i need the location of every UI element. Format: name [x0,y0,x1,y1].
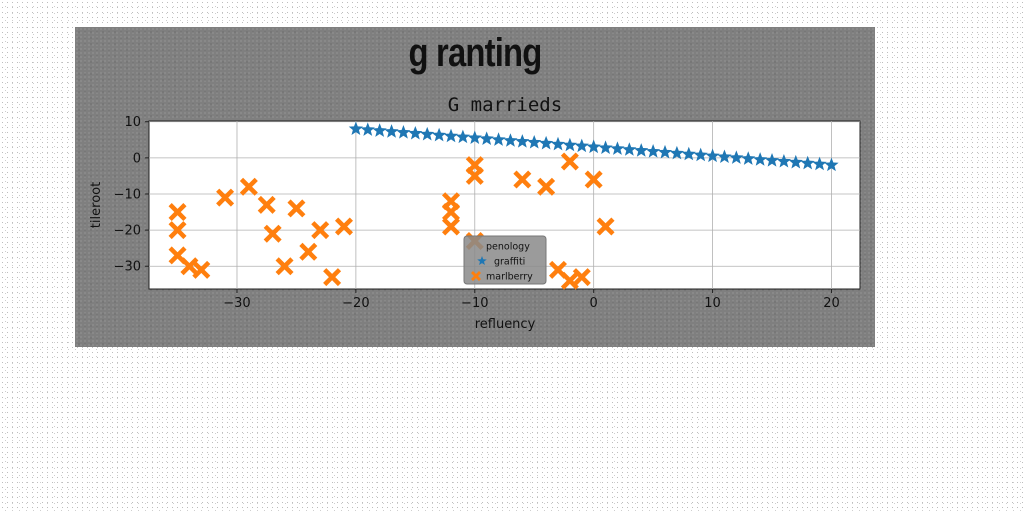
y-axis-label: tileroot [89,182,104,228]
data-point-marlberry [311,221,330,240]
data-point-graffiti [455,129,471,144]
data-point-graffiti [741,151,756,165]
scatter-chart: G marrieds −30 −20 −10 0 10 20 10 0 −10 −20 −30 re… [89,94,861,332]
data-point-graffiti [408,125,423,140]
data-point-graffiti [645,144,661,158]
data-point-marlberry [560,271,579,290]
x-tick-label: 20 [823,296,840,311]
data-point-graffiti [752,152,768,166]
axis-ticks: −30 −20 −10 0 10 20 10 0 −10 −20 −30 [114,115,840,311]
series-graffiti [348,121,839,172]
legend: penology graffiti marlberry [463,235,547,285]
data-point-graffiti [788,154,803,169]
legend-label: marlberry [486,272,533,283]
data-point-marlberry [537,177,556,196]
data-point-marlberry [596,217,615,236]
x-tick-label: 10 [704,296,721,311]
data-point-graffiti [515,134,530,148]
data-point-marlberry [442,217,460,236]
data-point-graffiti [717,149,732,164]
data-point-graffiti [634,143,649,157]
data-point-marlberry [465,166,484,185]
plot-title: G marrieds [448,94,562,116]
data-point-marlberry [299,242,318,261]
data-point-graffiti [800,155,815,170]
data-point-marlberry [584,170,603,189]
data-point-marlberry [168,203,187,222]
data-point-graffiti [776,153,792,168]
data-point-graffiti [467,130,482,145]
figure-suptitle: g ranting [408,31,543,75]
data-point-graffiti [348,121,364,136]
data-point-marlberry [323,268,342,287]
data-point-marlberry [287,199,306,218]
data-point-graffiti [610,141,625,155]
data-point-graffiti [372,123,387,137]
data-point-graffiti [431,127,447,142]
data-point-marlberry [180,257,199,276]
x-axis-label: refluency [475,317,536,332]
data-point-graffiti [622,142,637,156]
data-point-graffiti [681,146,696,161]
data-point-marlberry [513,170,532,189]
data-point-marlberry [572,268,591,287]
data-point-graffiti [384,124,399,138]
data-point-graffiti [360,122,375,136]
y-tick-label: 0 [133,151,141,166]
data-point-marlberry [168,221,187,240]
y-tick-label: −30 [114,260,141,275]
data-point-marlberry [216,188,235,207]
legend-frame [463,235,547,285]
data-point-graffiti [586,139,601,154]
data-point-graffiti [562,137,578,152]
data-point-graffiti [550,136,566,151]
data-point-graffiti [824,157,839,172]
data-point-marlberry [442,203,460,222]
data-point-graffiti [396,125,411,139]
x-tick-label: −20 [342,296,369,311]
data-point-graffiti [479,131,494,145]
x-tick-label: 0 [590,296,598,311]
x-tick-label: −10 [461,296,488,311]
data-point-graffiti [669,145,685,160]
data-point-graffiti [443,128,459,143]
data-point-graffiti [729,150,744,164]
data-point-graffiti [705,148,720,163]
data-point-graffiti [812,156,827,171]
data-point-graffiti [538,135,554,150]
data-point-graffiti [764,153,780,167]
data-point-graffiti [657,144,673,159]
data-point-marlberry [192,260,211,279]
legend-marker-marlberry [471,271,481,281]
data-point-marlberry [560,152,579,171]
legend-label: penology [486,242,530,253]
x-tick-label: −30 [223,296,250,311]
data-point-graffiti [420,126,435,141]
data-point-marlberry [275,257,294,276]
data-point-graffiti [503,133,518,147]
data-point-marlberry [239,177,258,196]
figure-canvas: g ranting G marrieds −30 −20 −10 0 10 20 10 0 −1… [75,27,875,347]
legend-label: graffiti [494,257,525,268]
data-point-marlberry [334,217,353,236]
series-layer [168,121,839,290]
data-point-graffiti [527,135,542,149]
data-point-graffiti [598,140,613,154]
data-point-marlberry [263,224,282,243]
legend-marker-graffiti [477,256,487,266]
data-point-graffiti [491,132,506,146]
data-point-graffiti [693,147,708,162]
series-marlberry [168,152,615,290]
y-tick-label: −10 [114,187,141,202]
y-tick-label: −20 [114,224,141,239]
y-tick-label: 10 [124,115,141,130]
data-point-graffiti [574,138,589,153]
data-point-marlberry [257,195,276,214]
